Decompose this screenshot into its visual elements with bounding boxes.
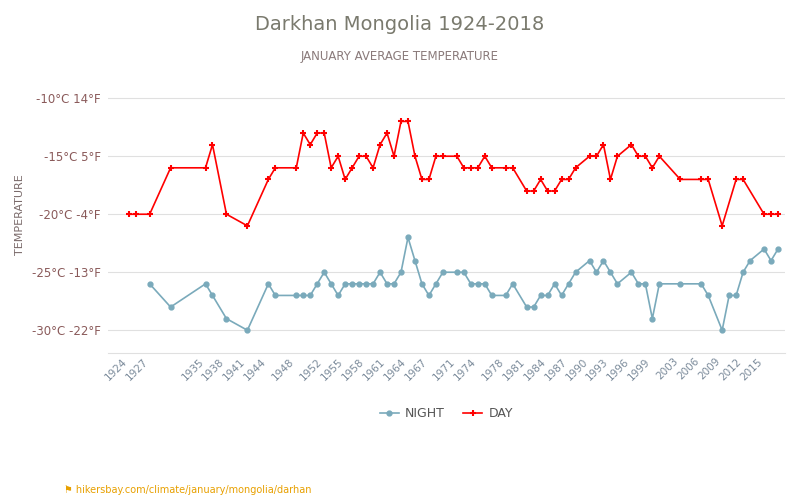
NIGHT	[263, 281, 273, 287]
Line: DAY: DAY	[126, 118, 782, 230]
DAY	[424, 176, 434, 182]
Text: Darkhan Mongolia 1924-2018: Darkhan Mongolia 1924-2018	[255, 15, 545, 34]
NIGHT	[774, 246, 783, 252]
NIGHT	[634, 281, 643, 287]
NIGHT	[242, 327, 252, 333]
NIGHT	[438, 269, 448, 275]
DAY	[124, 211, 134, 217]
DAY	[396, 118, 406, 124]
DAY	[452, 153, 462, 159]
Text: ⚑ hikersbay.com/climate/january/mongolia/darhan: ⚑ hikersbay.com/climate/january/mongolia…	[64, 485, 311, 495]
DAY	[242, 223, 252, 229]
Legend: NIGHT, DAY: NIGHT, DAY	[375, 402, 518, 425]
DAY	[208, 142, 218, 148]
DAY	[613, 153, 622, 159]
NIGHT	[403, 234, 413, 240]
NIGHT	[298, 292, 308, 298]
NIGHT	[145, 281, 154, 287]
Text: JANUARY AVERAGE TEMPERATURE: JANUARY AVERAGE TEMPERATURE	[301, 50, 499, 63]
DAY	[774, 211, 783, 217]
DAY	[270, 165, 280, 171]
NIGHT	[738, 269, 748, 275]
Line: NIGHT: NIGHT	[147, 235, 781, 332]
Y-axis label: TEMPERATURE: TEMPERATURE	[15, 174, 25, 254]
NIGHT	[466, 281, 476, 287]
DAY	[731, 176, 741, 182]
